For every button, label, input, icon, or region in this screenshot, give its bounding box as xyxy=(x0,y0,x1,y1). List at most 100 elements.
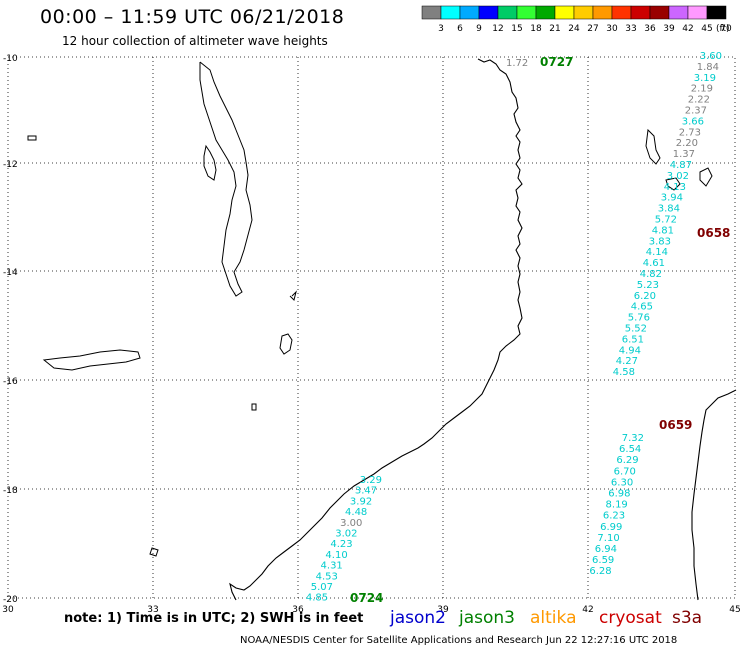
wave-height-value: 6.70 xyxy=(614,466,636,477)
wave-height-value: 4.82 xyxy=(640,269,662,280)
legend-swatch xyxy=(687,5,708,20)
wave-height-value: 6.20 xyxy=(634,291,656,302)
wave-height-value: 5.76 xyxy=(628,313,650,324)
wave-height-value: 7.32 xyxy=(622,433,644,444)
legend-swatch xyxy=(478,5,499,20)
legend-tick-label: 33 xyxy=(625,24,636,34)
lat-tick-label: -20 xyxy=(3,595,18,605)
mayotte-island xyxy=(665,177,681,191)
lon-tick-label: 39 xyxy=(437,605,449,615)
wave-height-value: 2.73 xyxy=(679,127,701,138)
wave-height-value: 6.29 xyxy=(616,455,638,466)
legend-swatch xyxy=(516,5,537,20)
wave-height-value: 3.29 xyxy=(360,475,382,486)
wave-height-value: 3.02 xyxy=(335,529,357,540)
wave-height-value: 6.30 xyxy=(611,477,633,488)
wave-height-labels: 3.293.473.924.483.003.024.234.104.314.53… xyxy=(306,51,731,605)
legend-tick-label: 24 xyxy=(568,24,580,34)
legend-swatch xyxy=(611,5,632,20)
lat-tick-label: -18 xyxy=(3,486,18,496)
wave-height-value: 4.85 xyxy=(306,593,328,604)
wave-height-value: 4.61 xyxy=(643,258,665,269)
wave-height-value: 6.51 xyxy=(622,334,644,345)
wave-height-value: 1.84 xyxy=(697,62,719,73)
small-islet xyxy=(251,403,257,411)
wave-height-value: 4.53 xyxy=(316,571,338,582)
legend-tick-label: 18 xyxy=(530,24,542,34)
map-subtitle: 12 hour collection of altimeter wave hei… xyxy=(62,34,328,48)
wave-height-value: 1.37 xyxy=(673,149,695,160)
wave-height-value: 5.23 xyxy=(637,280,659,291)
wave-height-value: 6.98 xyxy=(608,489,630,500)
lon-tick-label: 30 xyxy=(2,605,14,615)
legend-swatch xyxy=(554,5,575,20)
wave-height-value: 3.19 xyxy=(694,73,716,84)
legend-swatch xyxy=(630,5,651,20)
lon-tick-label: 45 xyxy=(729,605,740,615)
wave-height-value: 3.94 xyxy=(661,193,683,204)
wave-height-value: 4.13 xyxy=(664,182,686,193)
map-title: 00:00 – 11:59 UTC 06/21/2018 xyxy=(40,6,345,28)
lake-malawi xyxy=(199,61,253,297)
satellite-name-jason3: jason3 xyxy=(459,608,515,628)
legend-tick-label: 36 xyxy=(644,24,656,34)
wave-height-value: 4.58 xyxy=(613,367,635,378)
legend-tick-label: 15 xyxy=(511,24,522,34)
wave-height-value: 4.65 xyxy=(631,302,653,313)
wave-height-value: 4.31 xyxy=(321,561,343,572)
wave-height-value: 2.37 xyxy=(685,106,707,117)
wave-height-value: 3.60 xyxy=(700,51,722,62)
legend-tick-label: 12 xyxy=(492,24,503,34)
wave-height-value: 3.47 xyxy=(355,486,377,497)
wave-height-value: 4.48 xyxy=(345,507,367,518)
legend-unit: (ft) xyxy=(716,24,730,34)
wave-height-value: 1.72 xyxy=(506,58,528,69)
legend-swatch xyxy=(668,5,689,20)
wave-height-value: 6.94 xyxy=(595,544,617,555)
lake-bangweulu-outline xyxy=(203,144,217,181)
satellite-name-jason2: jason2 xyxy=(390,608,446,628)
wave-height-value: 4.87 xyxy=(670,160,692,171)
wave-height-value: 5.52 xyxy=(625,324,647,335)
wave-height-value: 5.72 xyxy=(655,215,677,226)
wave-height-value: 3.00 xyxy=(340,518,362,529)
pass-time-label: 0724 xyxy=(350,591,383,605)
wave-height-value: 4.27 xyxy=(616,356,638,367)
wave-height-value: 4.23 xyxy=(330,539,352,550)
wave-height-value: 6.59 xyxy=(592,555,614,566)
wave-height-value: 2.22 xyxy=(688,95,710,106)
wave-height-value: 3.84 xyxy=(658,204,680,215)
legend-swatch xyxy=(592,5,613,20)
lat-tick-label: -12 xyxy=(3,160,18,170)
legend-swatch xyxy=(497,5,518,20)
wave-height-value: 6.28 xyxy=(589,566,611,577)
wave-height-value: 7.10 xyxy=(597,533,619,544)
legend-tick-label: 39 xyxy=(663,24,675,34)
madagascar-tip xyxy=(699,167,713,187)
satellite-name-altika: altika xyxy=(530,608,577,628)
wave-height-value: 3.83 xyxy=(649,236,671,247)
footer-note: note: 1) Time is in UTC; 2) SWH is in fe… xyxy=(64,611,364,626)
wave-height-value: 4.81 xyxy=(652,225,674,236)
legend-tick-label: 30 xyxy=(606,24,618,34)
lon-tick-label: 33 xyxy=(147,605,158,615)
wave-height-value: 4.94 xyxy=(619,345,641,356)
lon-tick-label: 42 xyxy=(582,605,593,615)
coastline-africa xyxy=(229,58,523,601)
comoros-island xyxy=(645,128,661,165)
wave-height-value: 8.19 xyxy=(606,500,628,511)
legend-tick-label: 27 xyxy=(587,24,598,34)
lat-tick-label: -14 xyxy=(3,268,18,278)
legend-tick-label: 3 xyxy=(438,24,444,34)
madagascar-coast xyxy=(691,389,737,601)
wave-height-value: 2.19 xyxy=(691,84,713,95)
lake-cahora-bassa xyxy=(149,547,159,557)
legend-swatch xyxy=(535,5,556,20)
legend-tick-label: 21 xyxy=(549,24,560,34)
legend-swatch xyxy=(459,5,480,20)
wave-height-value: 4.10 xyxy=(325,550,347,561)
lake-kariba xyxy=(42,349,141,371)
